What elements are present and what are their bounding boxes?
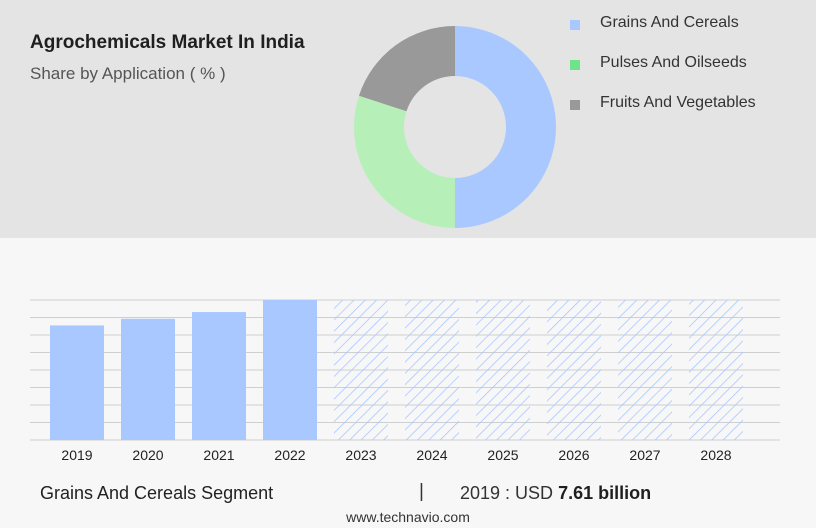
bar-2022	[263, 300, 317, 440]
x-tick-label-2028: 2028	[700, 447, 731, 463]
x-tick-label-2020: 2020	[132, 447, 163, 463]
forecast-bar-2028	[689, 300, 743, 440]
donut-slice-fruits	[358, 26, 455, 112]
forecast-bar-2024	[405, 300, 459, 440]
chart-title: Agrochemicals Market In India	[30, 32, 305, 53]
donut-chart	[354, 26, 556, 229]
footer-value: 2019 : USD 7.61 billion	[460, 483, 651, 504]
footer-divider: |	[419, 481, 424, 502]
bar-2019	[50, 325, 104, 440]
donut-slice-pulses	[354, 95, 455, 229]
footer-source: www.technavio.com	[346, 509, 470, 525]
legend-label-pulses: Pulses And Oilseeds	[600, 54, 747, 71]
legend-swatch-pulses	[570, 60, 580, 70]
x-tick-label-2027: 2027	[629, 447, 660, 463]
x-tick-label-2025: 2025	[487, 447, 518, 463]
forecast-bar-2026	[547, 300, 601, 440]
top-panel: Agrochemicals Market In India Share by A…	[0, 0, 816, 238]
bar-chart: 2019 2020 2021 2022 2023 2024 2025 2026 2027 2028	[30, 299, 780, 463]
bar-2020	[121, 318, 175, 440]
x-tick-label-2026: 2026	[558, 447, 589, 463]
forecast-bar-2023	[334, 300, 388, 440]
chart-subtitle: Share by Application ( % )	[30, 64, 226, 83]
x-tick-label-2023: 2023	[345, 447, 376, 463]
x-tick-label-2024: 2024	[416, 447, 447, 463]
legend-label-fruits: Fruits And Vegetables	[600, 94, 756, 111]
forecast-bar-2025	[476, 300, 530, 440]
legend-swatch-fruits	[570, 100, 580, 110]
footer-year-label: 2019 : USD	[460, 483, 554, 503]
forecast-bar-2027	[618, 300, 672, 440]
donut-slice-grains	[455, 26, 556, 228]
legend-swatch-grains	[570, 20, 580, 30]
legend-label-grains: Grains And Cereals	[600, 14, 739, 31]
footer-segment-label: Grains And Cereals Segment	[40, 483, 274, 503]
bar-2021	[192, 312, 246, 440]
x-tick-label-2022: 2022	[274, 447, 305, 463]
footer-amount: 7.61 billion	[558, 483, 652, 503]
x-tick-label-2019: 2019	[61, 447, 92, 463]
x-tick-label-2021: 2021	[203, 447, 234, 463]
